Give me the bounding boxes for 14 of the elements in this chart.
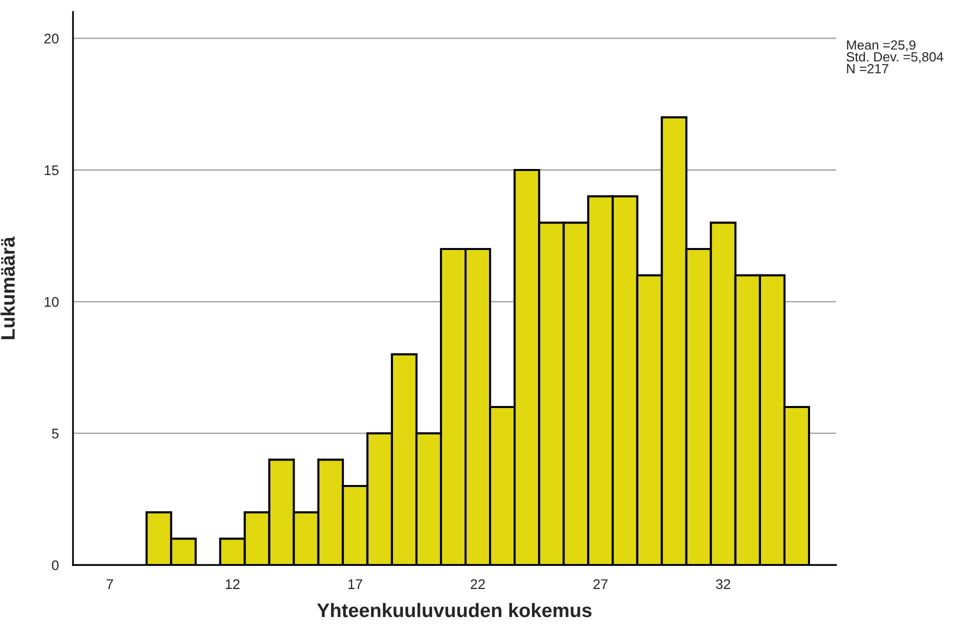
y-tick-label: 5 (52, 428, 59, 439)
x-tick-label: 7 (106, 579, 113, 589)
y-axis-title: Lukumäärä (0, 236, 15, 340)
x-axis-title: Yhteenkuuluvuuden kokemus (317, 602, 592, 618)
x-tick-label: 22 (470, 579, 485, 589)
y-tick-label: 0 (52, 560, 59, 570)
x-tick-label: 27 (593, 579, 608, 589)
x-tick-label: 17 (348, 579, 362, 589)
y-tick-label: 10 (44, 297, 59, 307)
x-tick-label: 32 (716, 579, 730, 590)
x-tick-label: 12 (226, 579, 240, 589)
text: Mean =25,9 Std. Dev. =5,804 N =217 (846, 40, 944, 74)
y-tick-label: 20 (44, 34, 59, 44)
y-tick-label: 15 (44, 165, 59, 176)
